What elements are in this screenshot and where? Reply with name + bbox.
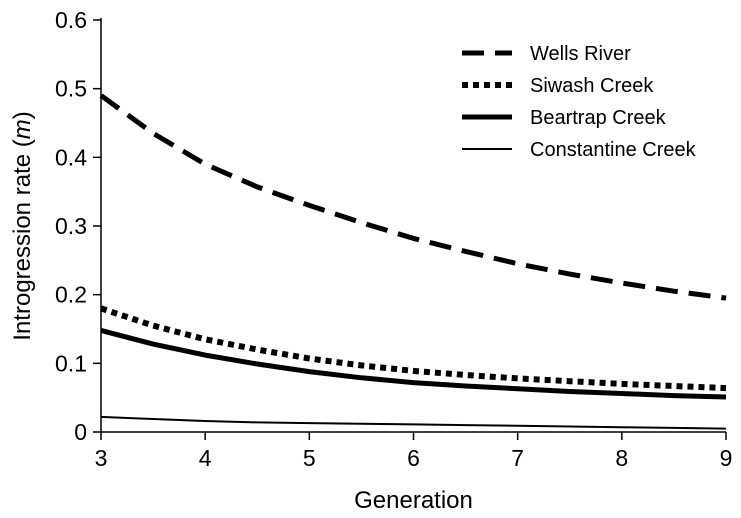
- y-axis-title: Introgression rate (m): [9, 111, 36, 340]
- x-axis-title: Generation: [354, 487, 473, 514]
- x-tick-label: 5: [303, 445, 316, 471]
- x-tick-label: 7: [511, 445, 524, 471]
- x-tick-label: 3: [95, 445, 108, 471]
- y-tick-label: 0.6: [55, 7, 87, 33]
- y-tick-label: 0.1: [55, 350, 87, 376]
- x-tick-label: 4: [199, 445, 212, 471]
- legend-label-constantine-creek: Constantine Creek: [530, 139, 697, 161]
- legend-label-siwash-creek: Siwash Creek: [530, 75, 654, 97]
- series-line-constantine-creek: [100, 415, 727, 430]
- x-tick-label: 8: [615, 445, 628, 471]
- axes: 3 4 5 6 7 8 9 0 0.1 0.2 0.3 0.4 0.5 0.6: [55, 7, 732, 471]
- y-axis-title-prefix: Introgression rate (: [9, 139, 36, 340]
- x-tick-label: 9: [720, 445, 733, 471]
- legend-label-beartrap-creek: Beartrap Creek: [530, 107, 667, 129]
- plot-lines: [99, 93, 727, 430]
- series-line-beartrap-creek: [100, 327, 727, 400]
- legend-label-wells-river: Wells River: [530, 43, 631, 65]
- y-tick-label: 0.2: [55, 282, 87, 308]
- y-tick-label: 0.5: [55, 76, 87, 102]
- y-axis-title-suffix: ): [9, 111, 36, 119]
- y-tick-label: 0.3: [55, 213, 87, 239]
- series-line-siwash-creek: [100, 305, 727, 392]
- series-line-wells-river: [99, 93, 727, 301]
- y-tick-label: 0.4: [55, 144, 87, 170]
- legend: Wells River Siwash Creek Beartrap Creek Con…: [462, 43, 697, 161]
- x-tick-label: 6: [407, 445, 420, 471]
- y-axis-title-symbol: m: [9, 119, 36, 139]
- y-tick-label: 0: [74, 419, 87, 445]
